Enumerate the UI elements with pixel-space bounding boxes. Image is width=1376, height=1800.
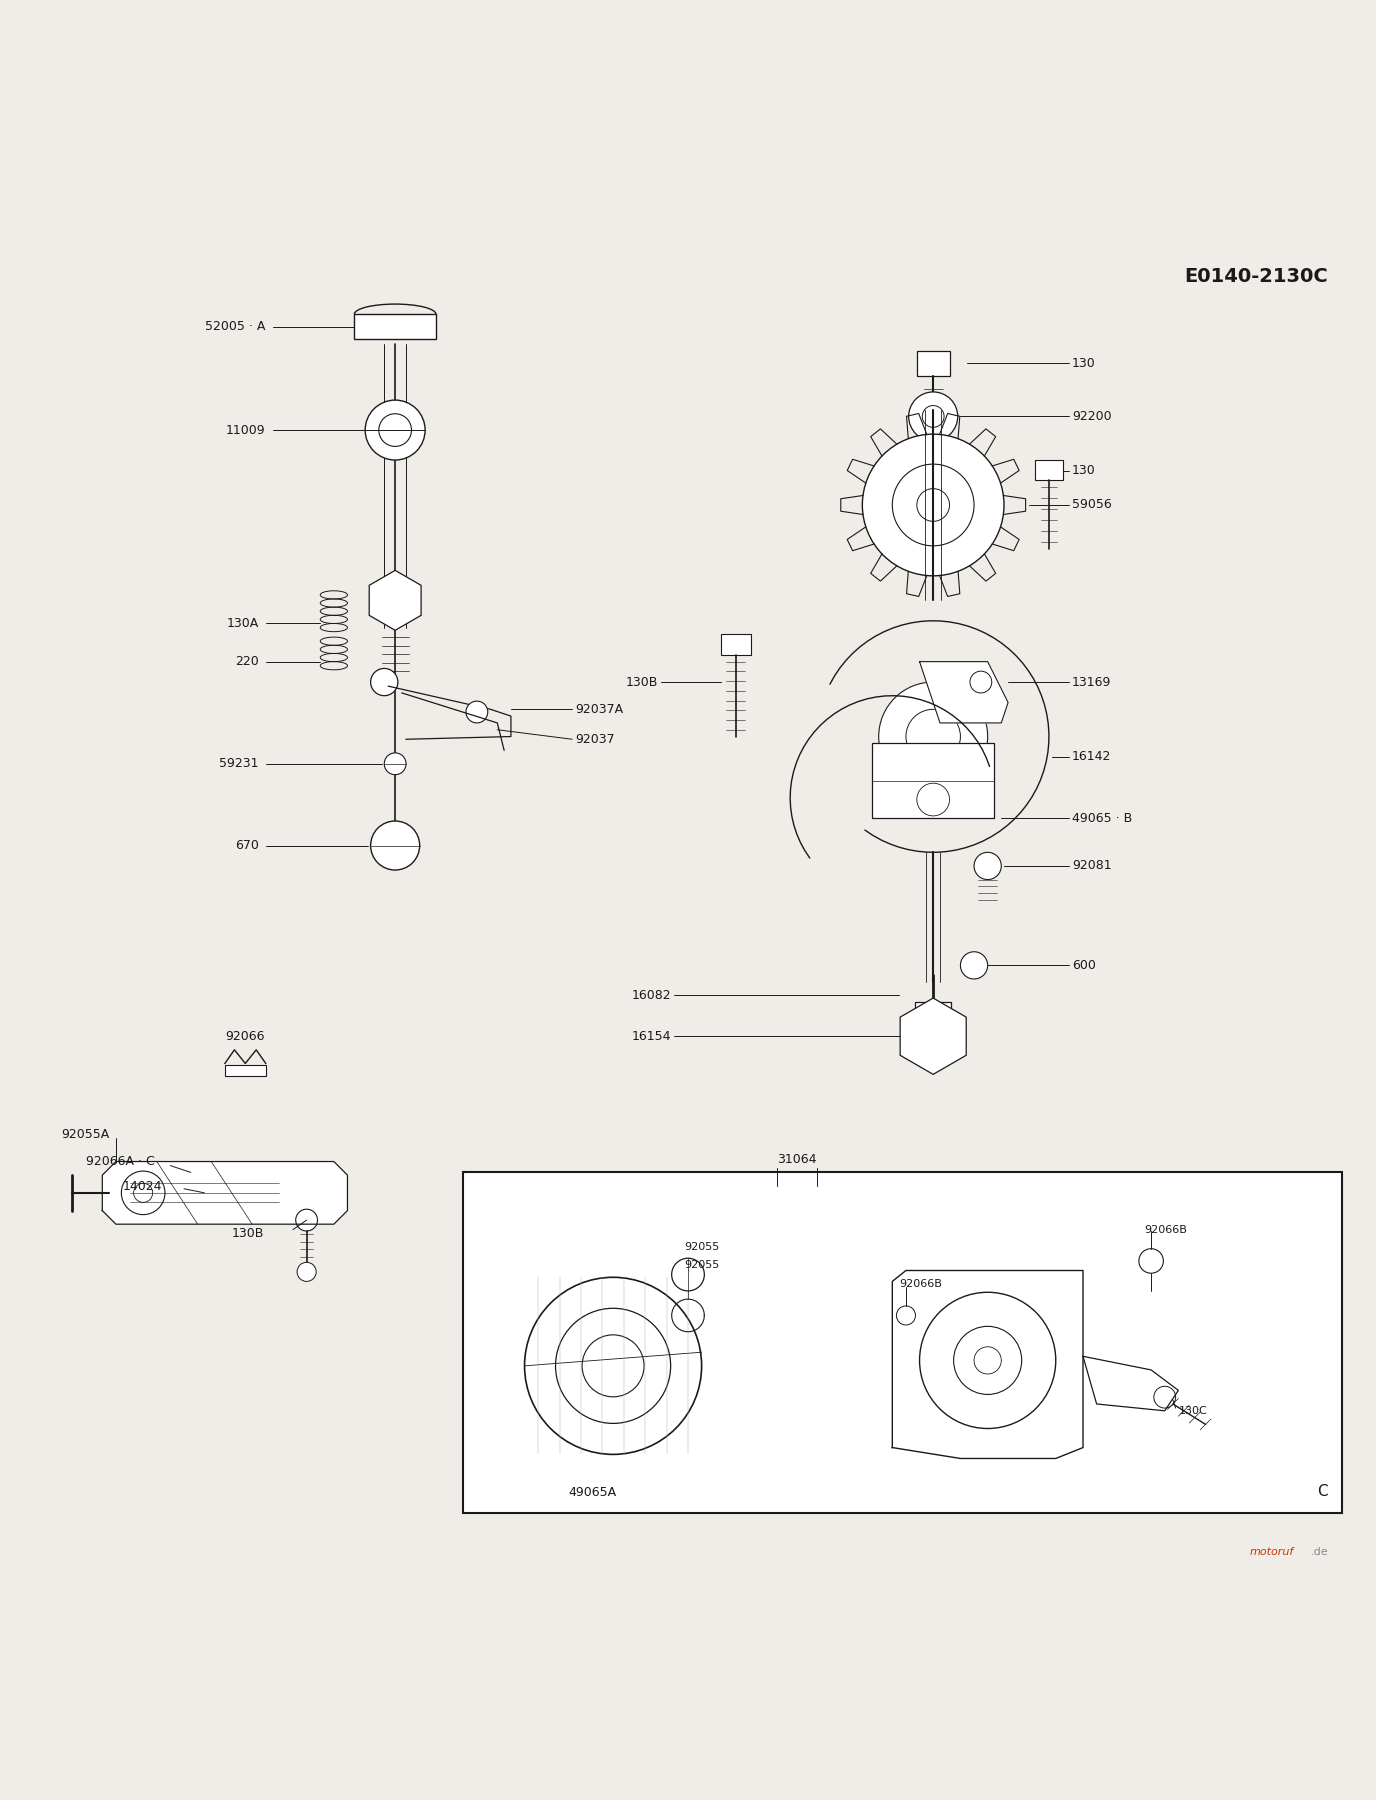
- Text: 220: 220: [235, 655, 259, 668]
- Circle shape: [370, 821, 420, 869]
- Circle shape: [365, 400, 425, 461]
- Bar: [721, 634, 751, 655]
- Text: 92055: 92055: [684, 1260, 720, 1271]
- Text: 92055A: 92055A: [62, 1129, 110, 1141]
- Text: 16154: 16154: [632, 1030, 671, 1042]
- Circle shape: [378, 414, 411, 446]
- Circle shape: [896, 1307, 915, 1325]
- Bar: [354, 315, 436, 338]
- Text: 49065A: 49065A: [568, 1487, 616, 1499]
- Text: 130: 130: [1072, 464, 1095, 477]
- Circle shape: [384, 752, 406, 774]
- Bar: [1035, 461, 1062, 481]
- Circle shape: [133, 1183, 153, 1202]
- Bar: [916, 351, 949, 376]
- Circle shape: [380, 585, 410, 616]
- Circle shape: [121, 1172, 165, 1215]
- Text: 16082: 16082: [632, 988, 671, 1003]
- Circle shape: [671, 1258, 705, 1291]
- Circle shape: [916, 488, 949, 522]
- Text: 92037A: 92037A: [575, 702, 623, 716]
- Circle shape: [296, 1210, 318, 1231]
- Text: 59231: 59231: [219, 758, 259, 770]
- Circle shape: [370, 668, 398, 695]
- Circle shape: [556, 1309, 670, 1424]
- Text: 11009: 11009: [226, 423, 266, 437]
- Text: 130B: 130B: [626, 675, 658, 689]
- Text: 670: 670: [235, 839, 259, 851]
- Circle shape: [974, 853, 1002, 880]
- Text: E0140-2130C: E0140-2130C: [1185, 266, 1328, 286]
- Polygon shape: [892, 1271, 1083, 1458]
- Text: 130B: 130B: [231, 1228, 264, 1240]
- Circle shape: [297, 1262, 316, 1282]
- Circle shape: [974, 1346, 1002, 1373]
- Text: 92066B: 92066B: [1145, 1224, 1187, 1235]
- Text: 14024: 14024: [122, 1179, 162, 1193]
- Circle shape: [863, 434, 1004, 576]
- Bar: [872, 743, 995, 819]
- Text: 92200: 92200: [1072, 410, 1112, 423]
- Text: 130C: 130C: [1178, 1406, 1207, 1417]
- Bar: [915, 1003, 951, 1037]
- Text: 52005 · A: 52005 · A: [205, 320, 266, 333]
- Circle shape: [524, 1278, 702, 1454]
- Text: 92066: 92066: [226, 1030, 266, 1042]
- Circle shape: [954, 1327, 1022, 1395]
- Text: motoruf: motoruf: [1249, 1546, 1295, 1557]
- Text: 59056: 59056: [1072, 499, 1112, 511]
- Text: 16142: 16142: [1072, 751, 1112, 763]
- Text: 13169: 13169: [1072, 675, 1112, 689]
- Text: 92066B: 92066B: [899, 1280, 943, 1289]
- Circle shape: [892, 464, 974, 545]
- Bar: [224, 1066, 266, 1076]
- Circle shape: [922, 405, 944, 427]
- Circle shape: [916, 783, 949, 815]
- Circle shape: [879, 682, 988, 790]
- Circle shape: [466, 702, 487, 724]
- Bar: [464, 1172, 1342, 1514]
- Circle shape: [970, 671, 992, 693]
- Polygon shape: [102, 1161, 348, 1224]
- Circle shape: [582, 1336, 644, 1397]
- Circle shape: [1154, 1386, 1175, 1408]
- Text: 31064: 31064: [777, 1152, 817, 1166]
- Text: 49065 · B: 49065 · B: [1072, 812, 1132, 824]
- Circle shape: [1139, 1249, 1163, 1273]
- Text: 92037: 92037: [575, 733, 615, 745]
- Polygon shape: [1083, 1357, 1178, 1411]
- Text: 92066A · C: 92066A · C: [85, 1156, 154, 1168]
- Text: 600: 600: [1072, 959, 1097, 972]
- Circle shape: [960, 952, 988, 979]
- Circle shape: [919, 1292, 1055, 1429]
- Text: .de: .de: [1310, 1546, 1328, 1557]
- Text: 92055: 92055: [684, 1242, 720, 1253]
- Polygon shape: [919, 662, 1009, 724]
- Circle shape: [908, 392, 958, 441]
- Text: C: C: [1318, 1485, 1328, 1499]
- Text: 130: 130: [1072, 356, 1095, 369]
- Text: 92081: 92081: [1072, 859, 1112, 873]
- Circle shape: [905, 709, 960, 763]
- Text: 130A: 130A: [227, 617, 259, 630]
